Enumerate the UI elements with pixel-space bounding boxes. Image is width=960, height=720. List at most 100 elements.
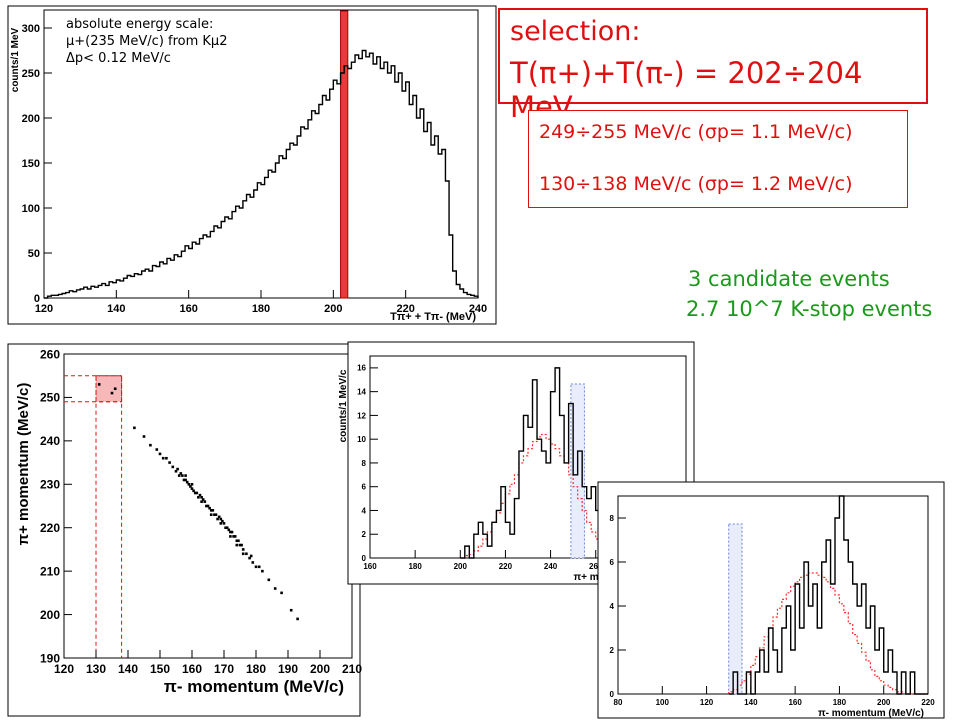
x-tick-label: 240 — [544, 562, 558, 571]
energy-scale-line1: absolute energy scale: — [66, 17, 214, 32]
y-tick-label: 230 — [40, 478, 60, 492]
y-axis-title: counts/1 MeV/c — [338, 369, 349, 442]
scatter-point — [235, 543, 239, 547]
scatter-point — [229, 535, 232, 538]
x-tick-label: 100 — [656, 698, 670, 707]
scatter-point — [230, 530, 234, 534]
chart-energy: 120 140 160 180 200 220 240 0 50 100 150 200 250 300 T… — [7, 5, 497, 325]
energy-scale-line2: μ+(235 MeV/c) from Kμ2 — [66, 34, 228, 49]
data-histogram — [728, 495, 928, 695]
scatter-point — [217, 515, 221, 519]
scatter-point — [190, 487, 194, 490]
scatter-point — [197, 496, 200, 499]
scatter-point — [219, 517, 223, 521]
x-tick-label: 120 — [35, 303, 53, 315]
y-tick-label: 50 — [28, 248, 40, 260]
scatter-point — [222, 522, 226, 525]
data-histogram — [44, 49, 479, 299]
scatter-point — [224, 526, 227, 530]
scatter-point — [257, 565, 261, 569]
scatter-point — [171, 465, 175, 469]
selection-title: selection: — [510, 16, 641, 47]
y-tick-label: 2 — [362, 530, 367, 539]
scatter-point — [200, 496, 203, 499]
y-tick-label: 12 — [357, 411, 366, 420]
scatter-point — [267, 578, 271, 582]
y-tick-label: 200 — [40, 608, 60, 622]
y-tick-label: 240 — [40, 434, 60, 448]
cut-piminus-label: 130÷138 MeV/c (σp= 1.2 MeV/c) — [539, 173, 853, 195]
scatter-point — [241, 548, 245, 551]
x-tick-label: 160 — [182, 662, 202, 676]
x-tick-label: 180 — [408, 562, 422, 571]
scatter-point — [203, 500, 207, 503]
selection-band — [340, 10, 349, 299]
chart-correlation: 120 130 140 150 160 170 180 190 200 210 190 200 210 2… — [7, 343, 362, 717]
scatter-point — [248, 556, 251, 560]
panel-frame — [7, 5, 497, 325]
x-tick-label: 160 — [179, 303, 197, 315]
scatter-point — [206, 504, 210, 508]
cut-piplus-label: 249÷255 MeV/c (σp= 1.1 MeV/c) — [539, 121, 853, 143]
events-note: 3 candidate events 2.7 10^7 K-stop event… — [686, 264, 932, 324]
scatter-point — [165, 456, 168, 460]
y-tick-label: 8 — [362, 459, 367, 468]
scatter-point — [142, 435, 146, 438]
plot-area — [617, 495, 929, 695]
energy-scale-note: absolute energy scale: μ+(235 MeV/c) fro… — [66, 16, 227, 67]
x-tick-label: 200 — [877, 698, 891, 707]
x-tick-label: 140 — [107, 303, 125, 315]
signal-box — [95, 375, 123, 403]
scatter-point — [289, 608, 293, 612]
scatter-point — [213, 513, 216, 516]
scatter-point — [209, 513, 213, 516]
scatter-point — [158, 452, 162, 456]
x-tick-label: 200 — [310, 662, 330, 676]
momentum-cuts-box: 249÷255 MeV/c (σp= 1.1 MeV/c) 130÷138 Me… — [528, 110, 908, 208]
candidate-events: 3 candidate events — [688, 267, 890, 291]
y-tick-label: 190 — [40, 651, 60, 665]
x-tick-label: 80 — [614, 698, 623, 707]
x-tick-label: 120 — [700, 698, 714, 707]
scatter-point — [149, 443, 152, 447]
y-tick-label: 260 — [40, 347, 60, 361]
scatter-point — [185, 480, 189, 484]
energy-scale-line3: Δp< 0.12 MeV/c — [66, 51, 171, 66]
panel-frame — [7, 343, 361, 717]
x-axis-title: π- momentum (MeV/c) — [818, 708, 924, 719]
x-tick-label: 140 — [744, 698, 758, 707]
scatter-point — [229, 530, 232, 534]
plot-area — [369, 355, 687, 559]
y-tick-label: 6 — [610, 558, 615, 567]
y-tick-label: 250 — [22, 68, 40, 80]
y-tick-label: 220 — [40, 521, 60, 535]
y-tick-label: 2 — [610, 646, 615, 655]
selection-box: selection: T(π+)+T(π-) = 202÷204 MeV — [498, 8, 928, 124]
x-tick-label: 240 — [469, 303, 487, 315]
y-tick-label: 8 — [610, 514, 615, 523]
x-tick-label: 140 — [118, 662, 138, 676]
scatter-point — [211, 509, 215, 512]
scatter-point — [184, 478, 187, 482]
scatter-point — [216, 517, 219, 521]
y-tick-label: 0 — [610, 690, 615, 699]
scatter-point — [254, 565, 258, 569]
scatter-point — [240, 543, 243, 547]
x-tick-label: 150 — [150, 662, 170, 676]
scatter-point — [97, 383, 101, 386]
scatter-point — [190, 482, 194, 486]
x-tick-label: 220 — [921, 698, 935, 707]
scatter-point — [200, 500, 203, 503]
y-tick-label: 6 — [362, 483, 367, 492]
scatter-point — [280, 591, 283, 595]
x-tick-label: 160 — [788, 698, 802, 707]
scatter-point — [155, 448, 159, 451]
scatter-point — [192, 489, 195, 493]
scatter-point — [214, 513, 218, 516]
x-tick-label: 200 — [454, 562, 468, 571]
scatter-point — [193, 491, 197, 495]
x-tick-label: 180 — [246, 662, 266, 676]
scatter-point — [261, 569, 264, 573]
y-tick-label: 100 — [22, 203, 40, 215]
scatter-point — [168, 461, 171, 464]
